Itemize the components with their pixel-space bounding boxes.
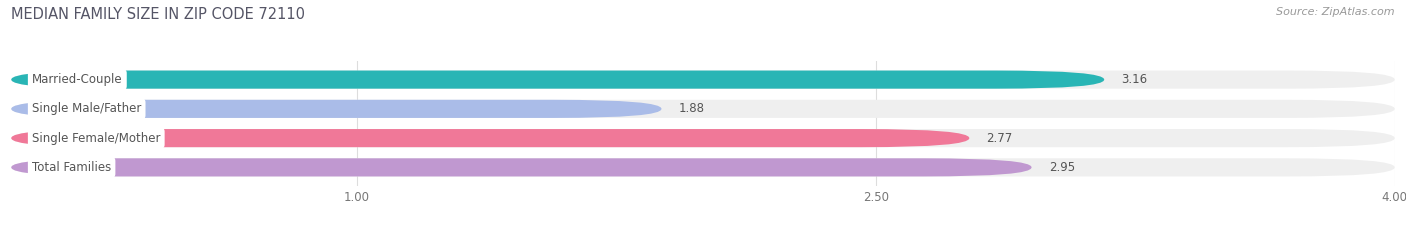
- Text: Single Female/Mother: Single Female/Mother: [32, 132, 160, 145]
- FancyBboxPatch shape: [11, 100, 661, 118]
- Text: Married-Couple: Married-Couple: [32, 73, 122, 86]
- FancyBboxPatch shape: [11, 158, 1032, 176]
- FancyBboxPatch shape: [11, 129, 969, 147]
- FancyBboxPatch shape: [11, 129, 1395, 147]
- FancyBboxPatch shape: [11, 158, 1395, 176]
- Text: 2.77: 2.77: [987, 132, 1012, 145]
- Text: 1.88: 1.88: [679, 102, 704, 115]
- Text: Source: ZipAtlas.com: Source: ZipAtlas.com: [1277, 7, 1395, 17]
- FancyBboxPatch shape: [11, 71, 1395, 89]
- Text: Single Male/Father: Single Male/Father: [32, 102, 142, 115]
- FancyBboxPatch shape: [11, 71, 1104, 89]
- FancyBboxPatch shape: [11, 100, 1395, 118]
- Text: Total Families: Total Families: [32, 161, 111, 174]
- Text: MEDIAN FAMILY SIZE IN ZIP CODE 72110: MEDIAN FAMILY SIZE IN ZIP CODE 72110: [11, 7, 305, 22]
- Text: 2.95: 2.95: [1049, 161, 1076, 174]
- Text: 3.16: 3.16: [1122, 73, 1147, 86]
